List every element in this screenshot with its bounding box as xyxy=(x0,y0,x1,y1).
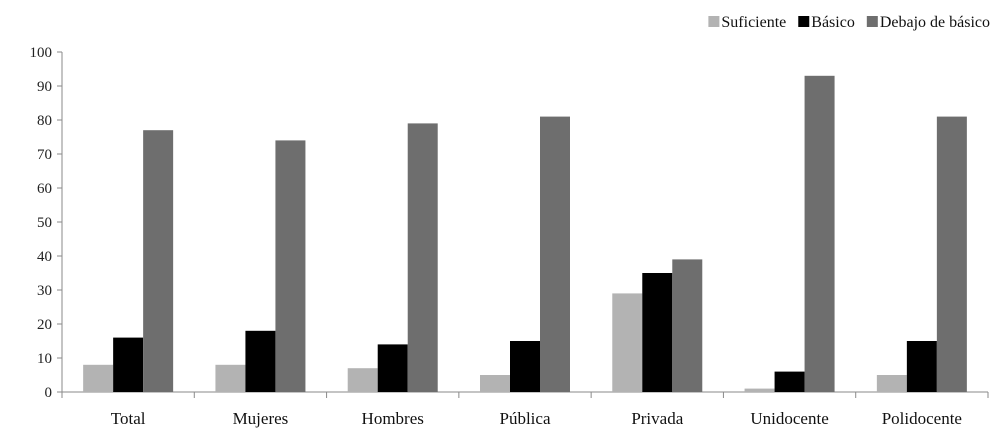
x-category-label: Polidocente xyxy=(882,409,962,428)
bar-debajo-de-b-sico-p-blica xyxy=(540,116,570,392)
legend-label: Debajo de básico xyxy=(880,14,990,31)
bar-b-sico-polidocente xyxy=(906,341,937,392)
x-category-label: Total xyxy=(111,409,146,428)
y-tick-label: 70 xyxy=(37,147,52,163)
y-tick-label: 0 xyxy=(45,385,53,401)
legend-label: Suficiente xyxy=(721,14,786,31)
y-axis: 0 10 20 30 40 50 60 70 80 90 100 xyxy=(30,45,63,401)
y-tick-label: 50 xyxy=(37,215,52,231)
bar-debajo-de-b-sico-total xyxy=(143,130,174,392)
y-tick-label: 20 xyxy=(37,317,52,333)
y-tick-label: 100 xyxy=(30,45,53,61)
bar-suficiente-privada xyxy=(612,293,643,392)
bar-suficiente-mujeres xyxy=(215,364,246,392)
x-category-label: Unidocente xyxy=(750,409,828,428)
bar-suficiente-unidocente xyxy=(744,388,775,392)
bar-b-sico-hombres xyxy=(377,344,408,392)
bars xyxy=(83,75,967,393)
bar-b-sico-p-blica xyxy=(510,341,540,392)
bar-debajo-de-b-sico-hombres xyxy=(407,123,438,393)
x-category-label: Hombres xyxy=(362,409,424,428)
bar-suficiente-polidocente xyxy=(876,375,907,392)
bar-debajo-de-b-sico-unidocente xyxy=(804,75,835,393)
bar-b-sico-total xyxy=(113,337,144,392)
y-tick-label: 80 xyxy=(37,113,52,129)
x-axis: Total Mujeres Hombres Pública Privada Unidoce… xyxy=(61,391,989,428)
bar-debajo-de-b-sico-mujeres xyxy=(275,140,306,392)
bar-debajo-de-b-sico-privada xyxy=(672,259,703,392)
bar-b-sico-privada xyxy=(642,273,673,392)
y-tick-label: 10 xyxy=(37,351,52,367)
y-tick-label: 30 xyxy=(37,283,52,299)
bar-debajo-de-b-sico-polidocente xyxy=(936,116,967,392)
bar-suficiente-total xyxy=(83,364,114,392)
legend-swatch xyxy=(798,16,810,27)
bar-suficiente-hombres xyxy=(347,368,378,392)
legend-swatch xyxy=(866,16,878,27)
bar-suficiente-p-blica xyxy=(480,375,510,392)
bar-b-sico-mujeres xyxy=(245,330,276,392)
x-category-label: Mujeres xyxy=(233,409,289,428)
x-category-label: Privada xyxy=(631,409,683,428)
legend-label: Básico xyxy=(811,14,855,31)
y-tick-label: 60 xyxy=(37,181,52,197)
x-category-label: Pública xyxy=(500,409,551,428)
legend-swatch xyxy=(708,16,720,27)
bar-b-sico-unidocente xyxy=(774,371,805,392)
legend: Debajo de básico Básico Suficiente xyxy=(708,14,990,31)
y-tick-label: 90 xyxy=(37,79,52,95)
y-tick-label: 40 xyxy=(37,249,52,265)
